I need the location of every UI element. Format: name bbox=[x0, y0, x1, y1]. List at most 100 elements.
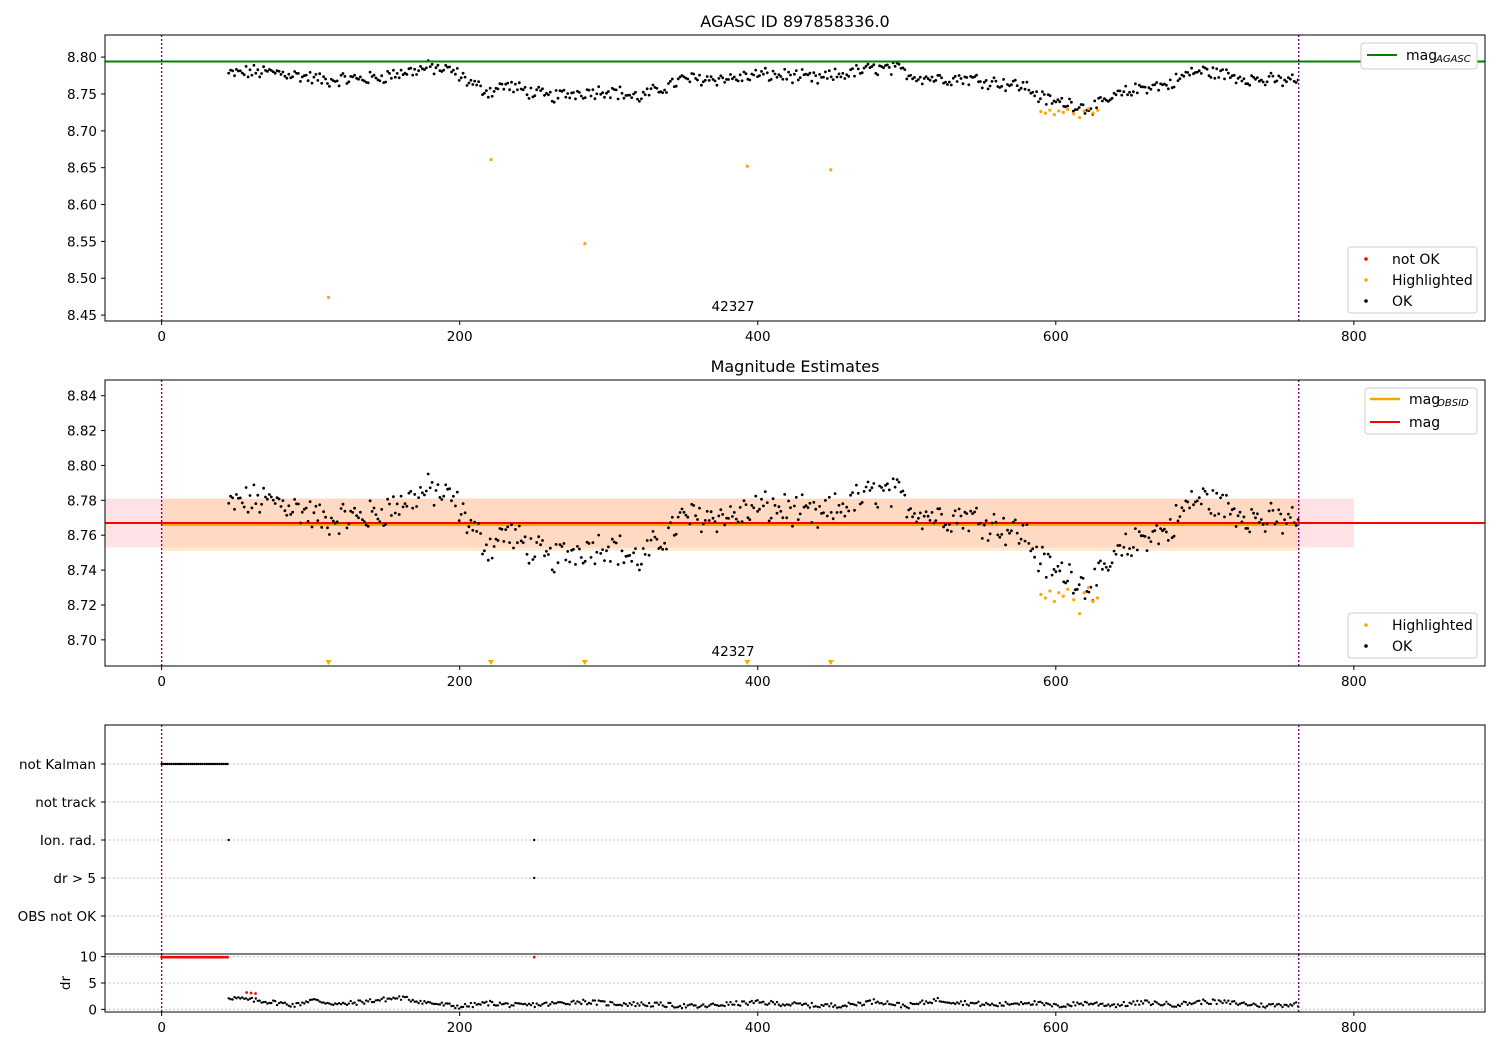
dr-point bbox=[301, 1001, 304, 1004]
ok-point bbox=[698, 506, 701, 510]
ok-point bbox=[957, 74, 961, 77]
ok-point bbox=[841, 502, 845, 506]
ok-point bbox=[397, 76, 401, 80]
ok-point bbox=[866, 480, 870, 484]
ok-point bbox=[1037, 100, 1040, 104]
flag-point bbox=[222, 762, 225, 766]
dr-point bbox=[859, 1001, 862, 1005]
ok-point bbox=[448, 487, 451, 491]
ok-point bbox=[765, 501, 769, 504]
ok-point bbox=[640, 97, 643, 101]
ok-point bbox=[905, 515, 909, 519]
ok-point bbox=[634, 90, 637, 94]
ok-point bbox=[692, 72, 696, 76]
ok-point bbox=[986, 87, 990, 91]
ok-point bbox=[1044, 575, 1048, 579]
ok-point bbox=[322, 75, 325, 79]
dr-point bbox=[1147, 1001, 1151, 1004]
dr-point bbox=[394, 997, 397, 1000]
dr-point bbox=[777, 1003, 781, 1006]
ok-point bbox=[392, 495, 395, 499]
dr-point bbox=[781, 1003, 784, 1006]
legend-marker-ok bbox=[1364, 299, 1368, 303]
ok-point bbox=[793, 504, 796, 508]
ok-point bbox=[432, 72, 436, 76]
ok-point bbox=[240, 501, 244, 505]
dr-point bbox=[700, 1004, 703, 1007]
ok-point bbox=[591, 88, 595, 92]
ok-point bbox=[1228, 76, 1232, 80]
ok-point bbox=[320, 81, 324, 85]
ok-point bbox=[736, 520, 740, 524]
ok-point bbox=[1106, 100, 1110, 103]
ok-point bbox=[1186, 500, 1190, 504]
ok-point bbox=[994, 520, 998, 524]
ok-point bbox=[1178, 77, 1182, 81]
dr-point bbox=[1047, 1002, 1050, 1006]
ok-point bbox=[1275, 520, 1279, 524]
ok-point bbox=[643, 93, 647, 97]
dr-point bbox=[884, 1002, 887, 1005]
ok-point bbox=[568, 560, 572, 564]
ok-point bbox=[455, 67, 459, 70]
dr-point bbox=[556, 1001, 560, 1004]
dr-point bbox=[990, 1002, 994, 1005]
dr-point bbox=[1180, 1002, 1184, 1005]
dr-point bbox=[961, 1003, 965, 1007]
dr-point bbox=[729, 1000, 732, 1004]
ok-point bbox=[661, 91, 665, 94]
ok-point bbox=[659, 545, 663, 549]
ok-point bbox=[1006, 528, 1009, 532]
ok-point bbox=[601, 548, 604, 551]
ok-point bbox=[533, 94, 537, 98]
dr-point bbox=[915, 1002, 918, 1005]
legend-mag-label: mag bbox=[1409, 415, 1440, 431]
dr-point bbox=[986, 1003, 990, 1006]
ok-point bbox=[798, 76, 802, 79]
dr-point bbox=[760, 1001, 763, 1004]
ok-point bbox=[1197, 496, 1201, 499]
dr-point bbox=[1281, 1005, 1284, 1009]
dr-point bbox=[985, 1001, 988, 1005]
ok-point bbox=[244, 486, 248, 489]
ok-point bbox=[1277, 74, 1281, 78]
legend-label-ok: OK bbox=[1392, 639, 1413, 655]
ok-point bbox=[1006, 83, 1009, 86]
ok-point bbox=[1128, 547, 1131, 550]
dr-point bbox=[957, 1002, 961, 1005]
ok-point bbox=[519, 539, 523, 543]
ok-point bbox=[990, 80, 994, 83]
ok-point bbox=[510, 80, 513, 84]
dr-point bbox=[1277, 1002, 1280, 1006]
ok-point bbox=[1265, 522, 1269, 526]
ok-point bbox=[1240, 520, 1244, 524]
dr-point bbox=[1085, 1001, 1089, 1004]
ok-point bbox=[781, 516, 785, 520]
ok-point bbox=[1292, 521, 1296, 524]
flag-point bbox=[179, 762, 183, 766]
ok-point bbox=[457, 79, 461, 82]
ok-point bbox=[669, 521, 672, 525]
ok-point bbox=[917, 78, 920, 81]
dr-point bbox=[566, 1002, 569, 1006]
ok-point bbox=[1254, 516, 1257, 520]
highlighted-point bbox=[1048, 589, 1052, 593]
ok-point bbox=[409, 490, 413, 493]
dr-point bbox=[1004, 1000, 1007, 1004]
ok-point bbox=[1019, 537, 1023, 541]
ok-point bbox=[793, 72, 796, 76]
ok-point bbox=[1256, 76, 1259, 79]
ok-point bbox=[729, 73, 732, 76]
dr-point bbox=[1136, 999, 1139, 1003]
ok-point bbox=[810, 521, 814, 524]
ok-point bbox=[855, 483, 858, 487]
dr-point bbox=[806, 1004, 810, 1007]
ok-point bbox=[980, 86, 984, 90]
x-tick-label: 200 bbox=[447, 674, 473, 690]
dr-point bbox=[1238, 1002, 1242, 1005]
ok-point bbox=[485, 543, 488, 547]
legend-status: Highlighted OK bbox=[1347, 612, 1478, 659]
ok-point bbox=[488, 86, 492, 90]
ok-point bbox=[324, 77, 327, 81]
dr-point bbox=[737, 1003, 740, 1007]
